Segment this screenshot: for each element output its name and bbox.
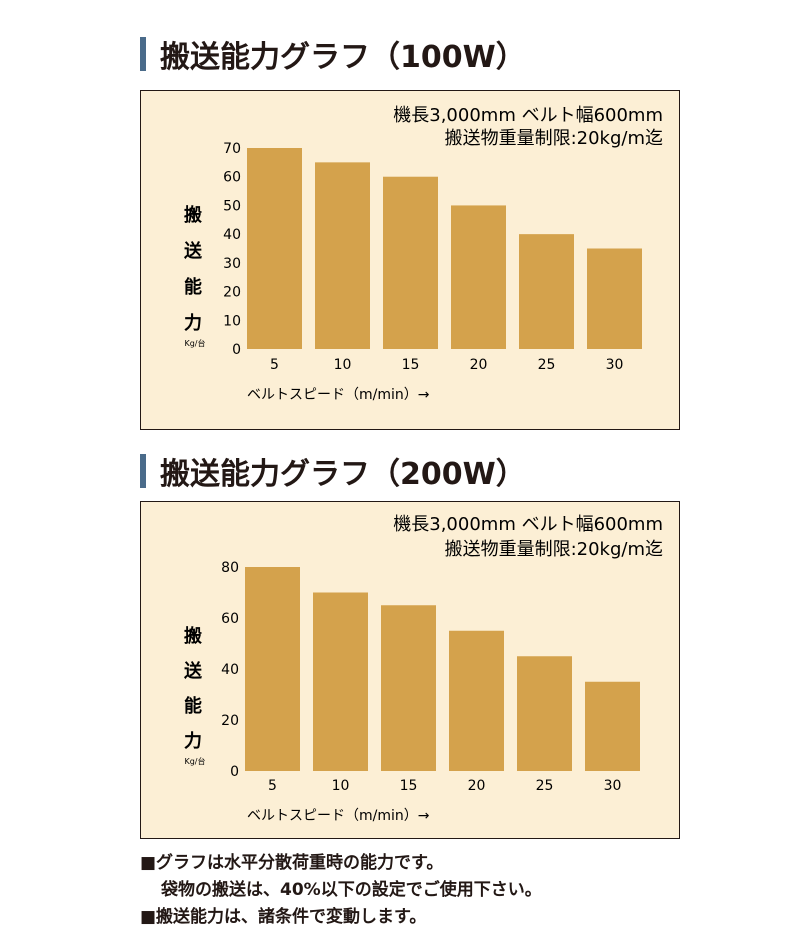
chart2-bar-25: [517, 656, 572, 771]
chart2-bar-5: [245, 567, 300, 771]
chart1-y-tick-70: 70: [223, 141, 241, 157]
chart1-heading-text: 搬送能力グラフ（100W）: [160, 40, 526, 75]
chart1-bar-15: [383, 176, 438, 349]
chart1-ylabel-char-2: 送: [183, 240, 203, 262]
chart2-y-tick-60: 60: [221, 611, 239, 627]
chart1-spec-line1: 機長3,000mm ベルト幅600mm: [393, 105, 663, 126]
chart2-heading: 搬送能力グラフ（200W）: [140, 451, 526, 492]
chart1-panel: 機長3,000mm ベルト幅600mm 搬送物重量制限:20kg/m迄 搬 送 …: [140, 90, 680, 430]
chart1-bar-25: [519, 234, 574, 349]
chart1-spec-line2: 搬送物重量制限:20kg/m迄: [445, 128, 663, 149]
chart2-bar-15: [381, 605, 436, 771]
chart1-x-tick-5: 5: [270, 357, 279, 373]
chart1-x-axis-label: ベルトスピード（m/min）→: [247, 387, 430, 403]
chart1-bars: [247, 148, 642, 349]
chart2-x-ticks: 5 10 15 20 25 30: [268, 778, 621, 794]
chart1-bar-30: [587, 248, 642, 349]
chart1-bar-20: [451, 205, 506, 349]
chart1-bar-10: [315, 162, 370, 349]
notes: ■グラフは水平分散荷重時の能力です。 袋物の搬送は、40%以下の設定でご使用下さ…: [140, 850, 542, 931]
chart2-ylabel-char-3: 能: [184, 695, 202, 717]
chart1-x-tick-25: 25: [538, 357, 556, 373]
chart2-y-ticks: 0 20 40 60 80: [221, 560, 239, 780]
chart1-ylabel-char-3: 能: [184, 276, 202, 298]
chart2-ylabel-char-4: 力: [184, 731, 202, 752]
chart1-x-tick-15: 15: [402, 357, 420, 373]
chart1-heading: 搬送能力グラフ（100W）: [140, 34, 526, 75]
chart2-x-tick-5: 5: [268, 778, 277, 794]
chart2-panel: 機長3,000mm ベルト幅600mm 搬送物重量制限:20kg/m迄 搬 送 …: [140, 501, 680, 839]
chart2-x-axis-label: ベルトスピード（m/min）→: [247, 808, 430, 824]
chart2-bar-20: [449, 630, 504, 771]
chart1-y-tick-60: 60: [223, 170, 241, 186]
chart1-y-tick-30: 30: [223, 256, 241, 272]
chart2-x-tick-15: 15: [400, 778, 418, 794]
chart1-y-ticks: 0 10 20 30 40 50 60 70: [223, 141, 241, 358]
chart1-x-tick-10: 10: [334, 357, 352, 373]
chart1-y-tick-20: 20: [223, 285, 241, 301]
heading-accent-bar: [140, 37, 146, 71]
chart2-x-tick-20: 20: [468, 778, 486, 794]
chart2-ylabel-char-2: 送: [183, 660, 203, 682]
chart2-spec-line2: 搬送物重量制限:20kg/m迄: [445, 539, 663, 560]
chart1-bar-5: [247, 148, 302, 349]
chart2-bars: [245, 567, 640, 771]
chart2-y-tick-20: 20: [221, 713, 239, 729]
chart1-x-ticks: 5 10 15 20 25 30: [270, 357, 623, 373]
heading-accent-bar: [140, 454, 146, 488]
chart2-bar-10: [313, 592, 368, 771]
note-line-3: ■搬送能力は、諸条件で変動します。: [140, 907, 427, 927]
chart1-x-tick-30: 30: [606, 357, 624, 373]
chart1-y-tick-0: 0: [232, 342, 241, 358]
chart2-svg: 機長3,000mm ベルト幅600mm 搬送物重量制限:20kg/m迄 搬 送 …: [183, 514, 663, 824]
chart1-ylabel-char-4: 力: [184, 313, 202, 334]
note-line-1: ■グラフは水平分散荷重時の能力です。: [140, 853, 444, 873]
chart1-ylabel-char-1: 搬: [184, 204, 202, 226]
chart1-ylabel-unit: Kg/台: [184, 338, 205, 348]
chart2-x-tick-10: 10: [332, 778, 350, 794]
chart2-ylabel-unit: Kg/台: [184, 756, 205, 766]
chart2-ylabel-char-1: 搬: [184, 625, 202, 647]
chart1-y-tick-50: 50: [223, 198, 241, 214]
chart2-x-tick-30: 30: [604, 778, 622, 794]
chart1-svg: 機長3,000mm ベルト幅600mm 搬送物重量制限:20kg/m迄 搬 送 …: [183, 105, 663, 403]
chart1-y-tick-10: 10: [223, 313, 241, 329]
chart2-y-tick-40: 40: [221, 662, 239, 678]
chart2-y-tick-80: 80: [221, 560, 239, 576]
chart2-y-tick-0: 0: [230, 764, 239, 780]
chart1-y-tick-40: 40: [223, 227, 241, 243]
chart2-heading-text: 搬送能力グラフ（200W）: [160, 457, 526, 492]
chart1-x-tick-20: 20: [470, 357, 488, 373]
chart2-spec-line1: 機長3,000mm ベルト幅600mm: [393, 514, 663, 535]
note-line-2: 袋物の搬送は、40%以下の設定でご使用下さい。: [161, 880, 542, 900]
chart2-bar-30: [585, 681, 640, 771]
chart2-x-tick-25: 25: [536, 778, 554, 794]
